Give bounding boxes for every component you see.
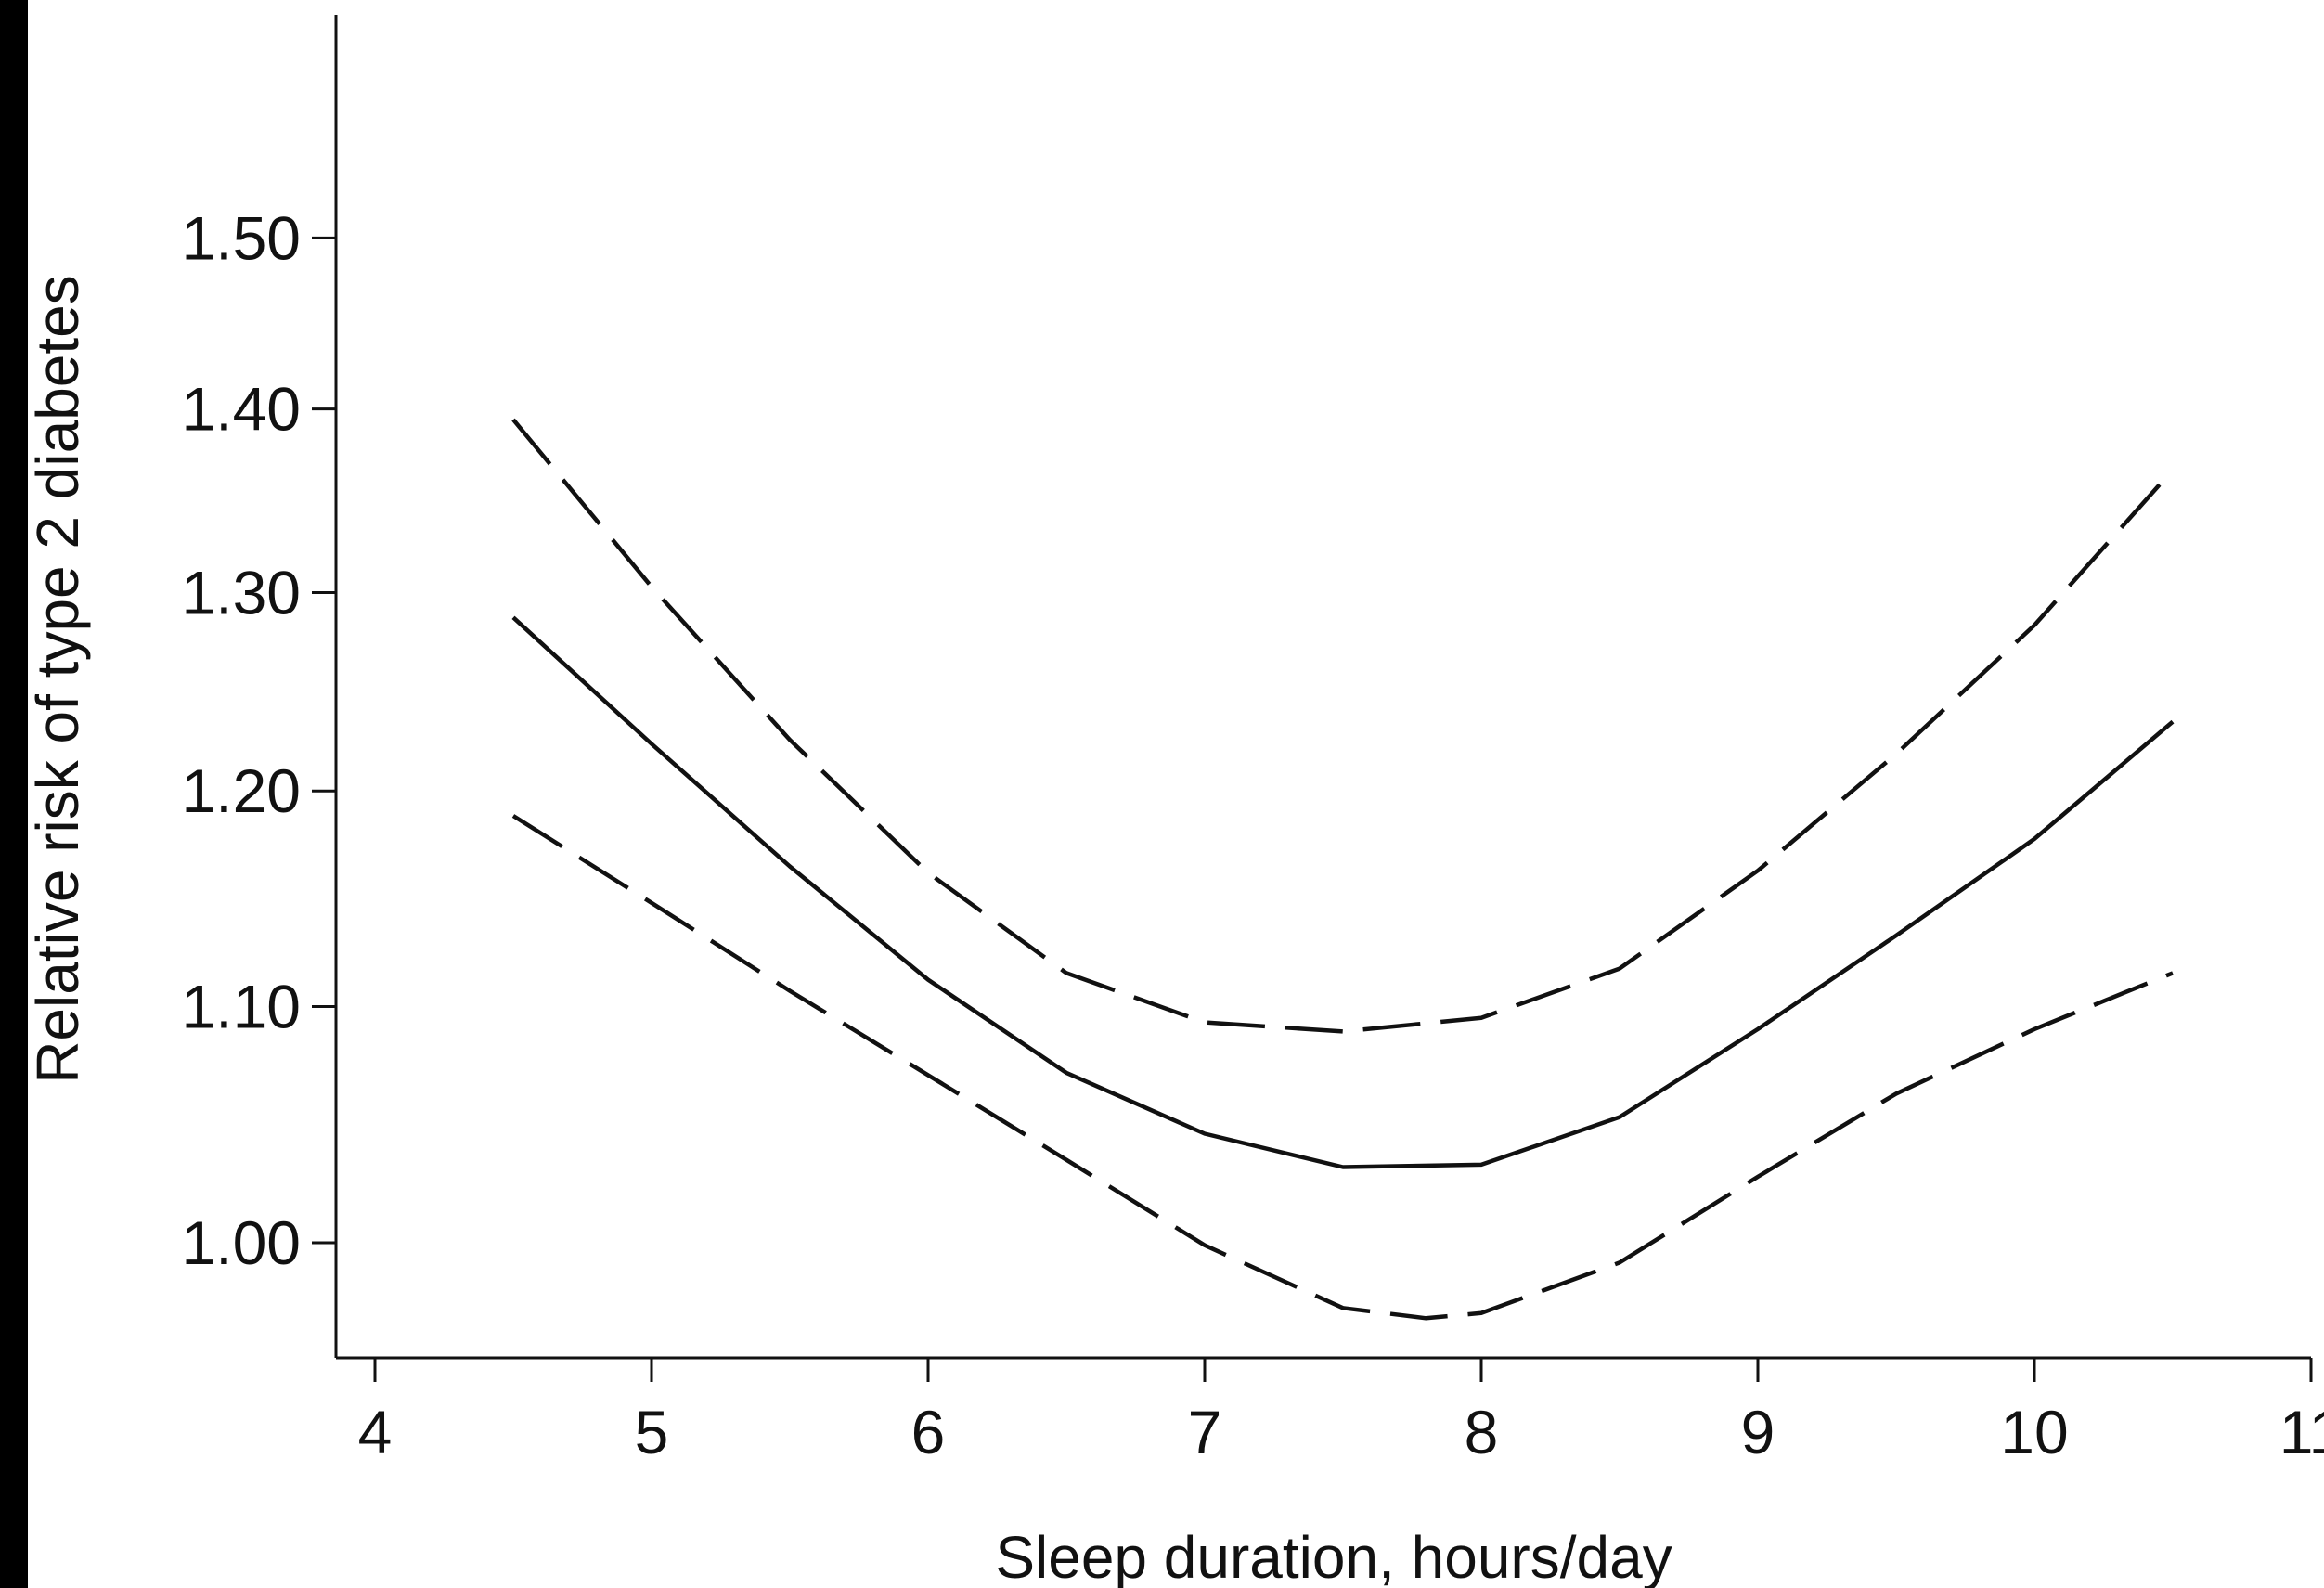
- axes: 4 5 6 7 8 9 10 11 1.00 1.10 1.20 1.30 1.40 1.50: [182, 15, 2324, 1466]
- x-tick-label: 9: [1741, 1398, 1775, 1466]
- x-tick-label: 5: [635, 1398, 669, 1466]
- x-tick-label: 10: [2000, 1398, 2068, 1466]
- y-tick-label: 1.20: [182, 756, 301, 825]
- x-axis-title: Sleep duration, hours/day: [995, 1524, 1672, 1588]
- y-axis-title: Relative risk of type 2 diabetes: [24, 275, 91, 1084]
- y-tick-label: 1.30: [182, 558, 301, 626]
- upper-ci-line: [511, 418, 2175, 1034]
- y-tick-label: 1.10: [182, 973, 301, 1041]
- y-tick-label: 1.40: [182, 375, 301, 444]
- x-tick-label: 4: [358, 1398, 393, 1466]
- series-layer: [511, 418, 2175, 1321]
- x-tick-label: 8: [1465, 1398, 1499, 1466]
- x-tick-label: 11: [2279, 1398, 2324, 1466]
- x-tick-label: 6: [911, 1398, 946, 1466]
- y-tick-label: 1.00: [182, 1208, 301, 1277]
- x-tick-label: 7: [1188, 1398, 1222, 1466]
- estimate-line: [511, 615, 2175, 1169]
- lower-ci-line: [511, 814, 2174, 1321]
- y-tick-label: 1.50: [182, 203, 301, 272]
- chart-background: [28, 0, 2324, 1588]
